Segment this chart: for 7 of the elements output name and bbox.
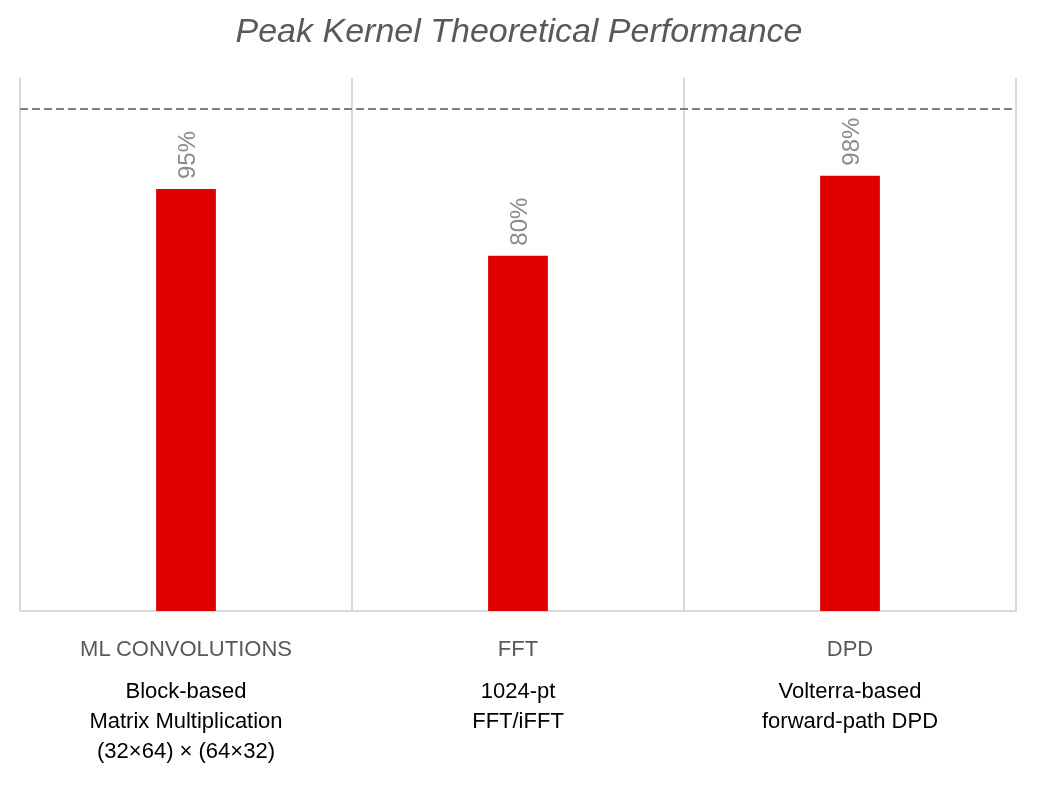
chart-title: Peak Kernel Theoretical Performance [235,11,803,49]
x-tick-label: FFT 1024-pt FFT/iFFT [472,635,564,733]
x-tick-label: DPD Volterra-based forward-path DPD [761,635,939,733]
x-tick-label: ML CONVOLUTIONS Block-based Matrix Multiplication (32×64) × (64×32) [80,635,292,763]
data-label: 80% [504,197,532,246]
data-label: 98% [836,117,864,166]
data-label: 95% [172,130,200,180]
